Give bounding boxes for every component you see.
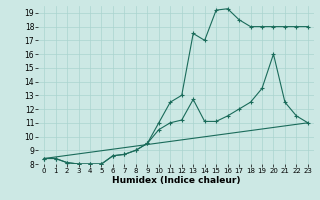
X-axis label: Humidex (Indice chaleur): Humidex (Indice chaleur) bbox=[112, 176, 240, 185]
